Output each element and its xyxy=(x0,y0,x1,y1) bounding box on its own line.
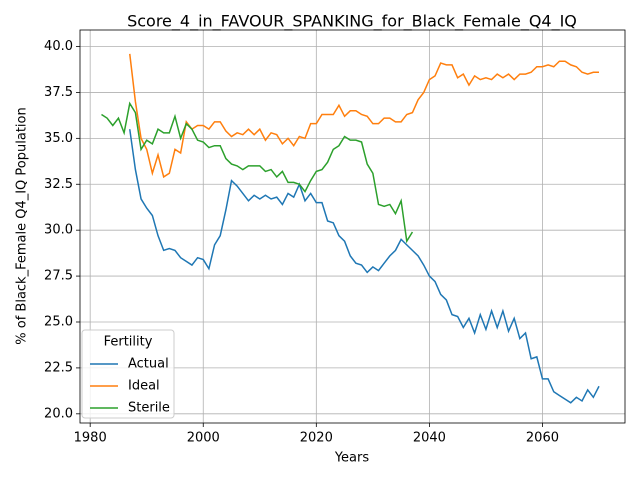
y-tick-label: 40.0 xyxy=(44,39,73,54)
y-tick-label: 37.5 xyxy=(44,85,73,100)
legend-label: Sterile xyxy=(128,401,170,416)
legend-box xyxy=(81,329,175,419)
x-tick-label: 2020 xyxy=(300,431,333,446)
x-tick-label: 2000 xyxy=(187,431,220,446)
y-tick-label: 22.5 xyxy=(44,360,73,375)
plot-frame xyxy=(79,29,626,424)
x-axis-label: Years xyxy=(334,451,370,466)
y-tick-label: 27.5 xyxy=(44,269,73,284)
y-tick-label: 35.0 xyxy=(44,131,73,146)
legend-label: Actual xyxy=(128,357,169,372)
x-tick-label: 1980 xyxy=(74,431,107,446)
y-tick-label: 20.0 xyxy=(44,406,73,421)
series-line xyxy=(129,129,600,404)
y-tick-label: 25.0 xyxy=(44,314,73,329)
x-tick-label: 2040 xyxy=(413,431,446,446)
legend-title: Fertility xyxy=(104,335,153,350)
legend-label: Ideal xyxy=(128,379,160,394)
y-axis-label: % of Black_Female Q4_IQ Population xyxy=(15,107,30,344)
chart-title: Score_4_in_FAVOUR_SPANKING_for_Black_Fem… xyxy=(127,12,577,32)
series-line xyxy=(101,101,414,244)
x-tick-label: 2060 xyxy=(526,431,559,446)
y-tick-label: 32.5 xyxy=(44,177,73,192)
y-tick-label: 30.0 xyxy=(44,223,73,238)
series-line xyxy=(129,53,599,179)
